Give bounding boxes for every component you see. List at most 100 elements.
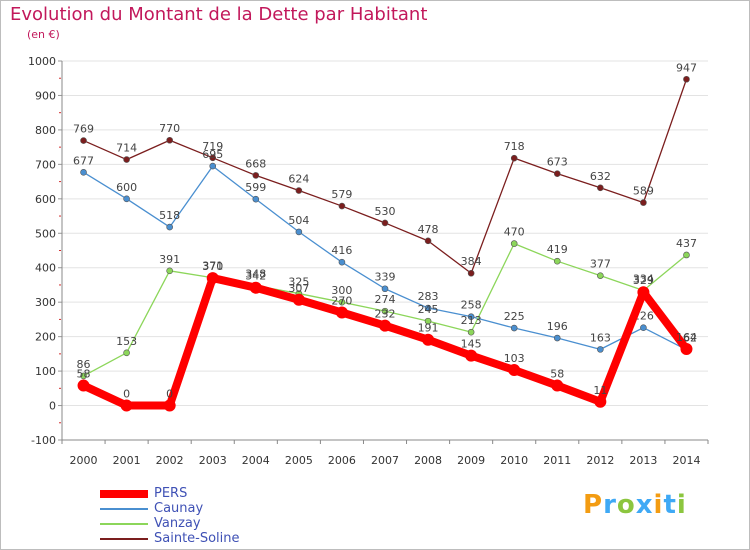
- proxiti-logo: Proxiti: [583, 490, 687, 520]
- data-point: [553, 257, 561, 265]
- data-label: 624: [288, 173, 309, 186]
- logo-letter: o: [616, 490, 636, 520]
- y-tick-label: 100: [35, 365, 56, 378]
- data-label: 719: [202, 140, 223, 153]
- x-tick-label: 2005: [285, 454, 313, 467]
- data-point: [381, 219, 389, 227]
- y-tick-label: 400: [35, 262, 56, 275]
- data-point: [594, 395, 607, 408]
- data-point: [637, 286, 650, 299]
- data-label: 632: [590, 170, 611, 183]
- data-point: [551, 379, 564, 392]
- y-tick-label: 700: [35, 158, 56, 171]
- data-point: [292, 293, 305, 306]
- data-label: 416: [331, 244, 352, 257]
- data-point: [381, 285, 389, 293]
- x-tick-label: 2014: [672, 454, 700, 467]
- chart-title: Evolution du Montant de la Dette par Hab…: [10, 4, 428, 25]
- data-label: 947: [676, 61, 697, 74]
- data-label: 470: [504, 226, 525, 239]
- data-label: 530: [375, 205, 396, 218]
- logo-letter: t: [663, 490, 677, 520]
- data-point: [80, 137, 87, 144]
- x-tick-label: 2013: [629, 454, 657, 467]
- data-label: 164: [676, 331, 697, 344]
- data-point: [379, 319, 391, 332]
- data-point: [467, 313, 475, 320]
- data-point: [295, 228, 303, 236]
- data-label: 391: [159, 253, 180, 266]
- data-point: [123, 156, 130, 163]
- data-label: 329: [633, 274, 654, 287]
- y-tick-label: 200: [35, 331, 56, 344]
- data-point: [120, 399, 133, 412]
- data-label: 274: [375, 293, 396, 306]
- legend-label: PERS: [154, 486, 188, 501]
- data-point: [510, 324, 518, 332]
- y-tick-label: 600: [35, 193, 56, 206]
- data-point: [680, 343, 693, 356]
- data-point: [338, 258, 346, 266]
- y-tick-label: 800: [35, 124, 56, 137]
- data-point: [295, 187, 303, 194]
- data-point: [553, 334, 561, 342]
- data-label: 153: [116, 335, 137, 348]
- x-tick-label: 2007: [371, 454, 399, 467]
- data-point: [640, 199, 647, 206]
- logo-letter: i: [676, 490, 687, 520]
- data-point: [123, 195, 130, 203]
- data-label: 714: [116, 142, 137, 155]
- y-tick-label: 300: [35, 296, 56, 309]
- data-label: 589: [633, 185, 654, 198]
- data-label: 370: [202, 260, 223, 273]
- x-tick-label: 2008: [414, 454, 442, 467]
- x-tick-label: 2009: [457, 454, 485, 467]
- data-label: 58: [77, 368, 91, 381]
- logo-letter: x: [635, 490, 654, 520]
- data-label: 769: [73, 123, 94, 136]
- data-point: [683, 251, 690, 259]
- x-tick-label: 2000: [70, 454, 98, 467]
- logo-letter: P: [583, 490, 604, 520]
- data-label: 245: [418, 303, 439, 316]
- data-label: 600: [116, 181, 137, 194]
- data-label: 334: [633, 272, 654, 285]
- data-point: [510, 240, 518, 247]
- data-label: 518: [159, 209, 180, 222]
- legend-swatch: [100, 489, 148, 498]
- data-point: [553, 170, 561, 177]
- data-point: [467, 269, 475, 277]
- data-label: 307: [288, 282, 309, 295]
- data-point: [206, 272, 219, 285]
- legend-label: Sainte-Soline: [154, 531, 240, 546]
- logo-letter: r: [603, 490, 617, 520]
- data-label: 11: [593, 384, 607, 397]
- data-label: 504: [288, 214, 309, 227]
- data-label: 0: [166, 388, 173, 401]
- legend-item: Sainte-Soline: [100, 531, 240, 546]
- data-label: 225: [504, 310, 525, 323]
- data-point: [510, 154, 518, 162]
- data-label: 371: [202, 260, 223, 273]
- data-label: 325: [288, 276, 309, 289]
- data-point: [508, 364, 521, 377]
- legend-swatch: [100, 507, 148, 510]
- data-point: [424, 304, 432, 312]
- data-label: 163: [590, 331, 611, 344]
- y-tick-label: 500: [35, 227, 56, 240]
- data-label: 191: [418, 322, 439, 335]
- data-point: [424, 237, 432, 245]
- x-tick-label: 2010: [500, 454, 528, 467]
- data-point: [597, 346, 604, 353]
- data-point: [166, 223, 173, 231]
- data-label: 478: [418, 223, 439, 236]
- x-tick-label: 2004: [242, 454, 270, 467]
- y-tick-label: 1000: [28, 55, 56, 68]
- data-point: [640, 324, 647, 331]
- data-point: [597, 184, 604, 192]
- logo-letter: i: [653, 490, 664, 520]
- data-label: 196: [547, 320, 568, 333]
- data-label: 579: [331, 188, 352, 201]
- data-point: [77, 379, 90, 392]
- data-point: [335, 306, 348, 319]
